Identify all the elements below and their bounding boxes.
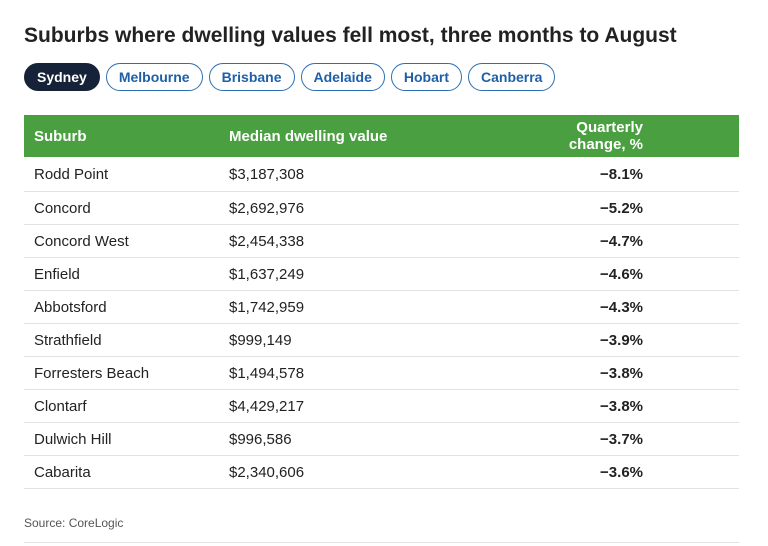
table-row: Dulwich Hill $996,586 −3.7% — [24, 423, 739, 456]
tab-melbourne[interactable]: Melbourne — [105, 63, 203, 91]
table-row: Concord $2,692,976 −5.2% — [24, 192, 739, 225]
cell-median-value: $996,586 — [229, 430, 292, 448]
cell-quarterly-change: −3.7% — [600, 430, 643, 448]
table-header: Suburb Median dwelling value Quarterly c… — [24, 115, 739, 157]
header-suburb[interactable]: Suburb — [34, 127, 87, 145]
tab-brisbane[interactable]: Brisbane — [208, 63, 295, 91]
cell-median-value: $3,187,308 — [229, 165, 305, 183]
cell-quarterly-change: −4.6% — [600, 265, 643, 283]
table-row: Forresters Beach $1,494,578 −3.8% — [24, 357, 739, 390]
cell-median-value: $999,149 — [229, 331, 292, 349]
cell-quarterly-change: −5.2% — [600, 199, 643, 217]
cell-quarterly-change: −3.6% — [600, 463, 643, 481]
table-row: Strathfield $999,149 −3.9% — [24, 324, 739, 357]
cell-median-value: $2,692,976 — [229, 199, 305, 217]
city-tabs: Sydney Melbourne Brisbane Adelaide Hobar… — [24, 63, 556, 91]
table-row: Clontarf $4,429,217 −3.8% — [24, 390, 739, 423]
cell-suburb: Dulwich Hill — [34, 430, 112, 448]
source-note: Source: CoreLogic — [24, 516, 124, 530]
table-row: Concord West $2,454,338 −4.7% — [24, 225, 739, 258]
divider — [24, 542, 739, 543]
cell-median-value: $4,429,217 — [229, 397, 305, 415]
cell-suburb: Enfield — [34, 265, 80, 283]
table-row: Cabarita $2,340,606 −3.6% — [24, 456, 739, 489]
chart-title: Suburbs where dwelling values fell most,… — [24, 24, 677, 47]
data-table: Suburb Median dwelling value Quarterly c… — [24, 115, 739, 489]
cell-quarterly-change: −8.1% — [600, 165, 643, 183]
cell-suburb: Concord West — [34, 232, 129, 250]
table-row: Rodd Point $3,187,308 −8.1% — [24, 157, 739, 192]
cell-quarterly-change: −3.8% — [600, 364, 643, 382]
tab-sydney[interactable]: Sydney — [24, 63, 100, 91]
cell-quarterly-change: −4.3% — [600, 298, 643, 316]
tab-hobart[interactable]: Hobart — [390, 63, 462, 91]
tab-adelaide[interactable]: Adelaide — [300, 63, 385, 91]
cell-suburb: Clontarf — [34, 397, 87, 415]
cell-quarterly-change: −3.9% — [600, 331, 643, 349]
cell-suburb: Cabarita — [34, 463, 91, 481]
table-row: Enfield $1,637,249 −4.6% — [24, 258, 739, 291]
cell-quarterly-change: −3.8% — [600, 397, 643, 415]
cell-suburb: Rodd Point — [34, 165, 109, 183]
tab-canberra[interactable]: Canberra — [468, 63, 556, 91]
cell-suburb: Concord — [34, 199, 91, 217]
table-row: Abbotsford $1,742,959 −4.3% — [24, 291, 739, 324]
cell-median-value: $1,742,959 — [229, 298, 305, 316]
cell-suburb: Forresters Beach — [34, 364, 150, 382]
cell-median-value: $2,340,606 — [229, 463, 305, 481]
header-quarterly-change[interactable]: Quarterly change, % — [568, 119, 643, 153]
cell-quarterly-change: −4.7% — [600, 232, 643, 250]
cell-suburb: Strathfield — [34, 331, 102, 349]
cell-median-value: $1,494,578 — [229, 364, 305, 382]
cell-median-value: $2,454,338 — [229, 232, 305, 250]
cell-median-value: $1,637,249 — [229, 265, 305, 283]
cell-suburb: Abbotsford — [34, 298, 107, 316]
header-median-value[interactable]: Median dwelling value — [229, 127, 388, 145]
